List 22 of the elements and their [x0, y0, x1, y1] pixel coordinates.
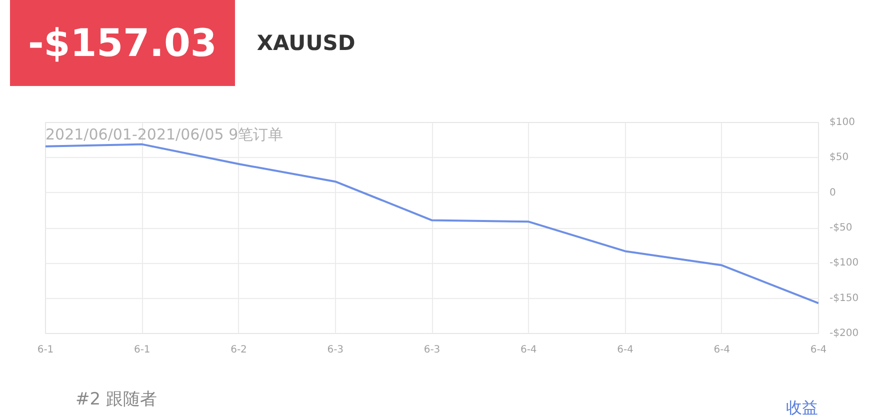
y-tick-label: -$50	[830, 222, 852, 234]
x-tick-label: 6-1	[134, 344, 150, 356]
annotation: 2021/06/01-2021/06/05 9笔订单	[46, 126, 284, 144]
x-tick-label: 6-4	[714, 344, 730, 356]
x-tick-label: 6-3	[327, 344, 344, 356]
x-tick-label: 6-3	[424, 344, 440, 356]
x-tick-label: 6-4	[617, 344, 634, 356]
chart-subtitle: XAUUSD	[256, 30, 356, 58]
y-tick-label: $100	[830, 117, 855, 128]
x-tick-label: 6-2	[230, 344, 247, 356]
x-tick-label: 6-4	[520, 344, 537, 356]
line-series	[46, 143, 818, 304]
y-tick-label: -$150	[830, 292, 859, 304]
text: 收益	[786, 398, 818, 419]
chart-title: -$157.03	[10, 0, 235, 86]
x-tick-label: 6-4	[810, 344, 827, 356]
text: #2 跟随者	[76, 390, 157, 410]
y-tick-label: 0	[830, 187, 836, 198]
y-tick-label: -$200	[830, 328, 859, 339]
y-tick-label: -$100	[830, 258, 859, 269]
x-tick-label: 6-1	[37, 344, 54, 356]
y-tick-label: $50	[830, 152, 849, 164]
